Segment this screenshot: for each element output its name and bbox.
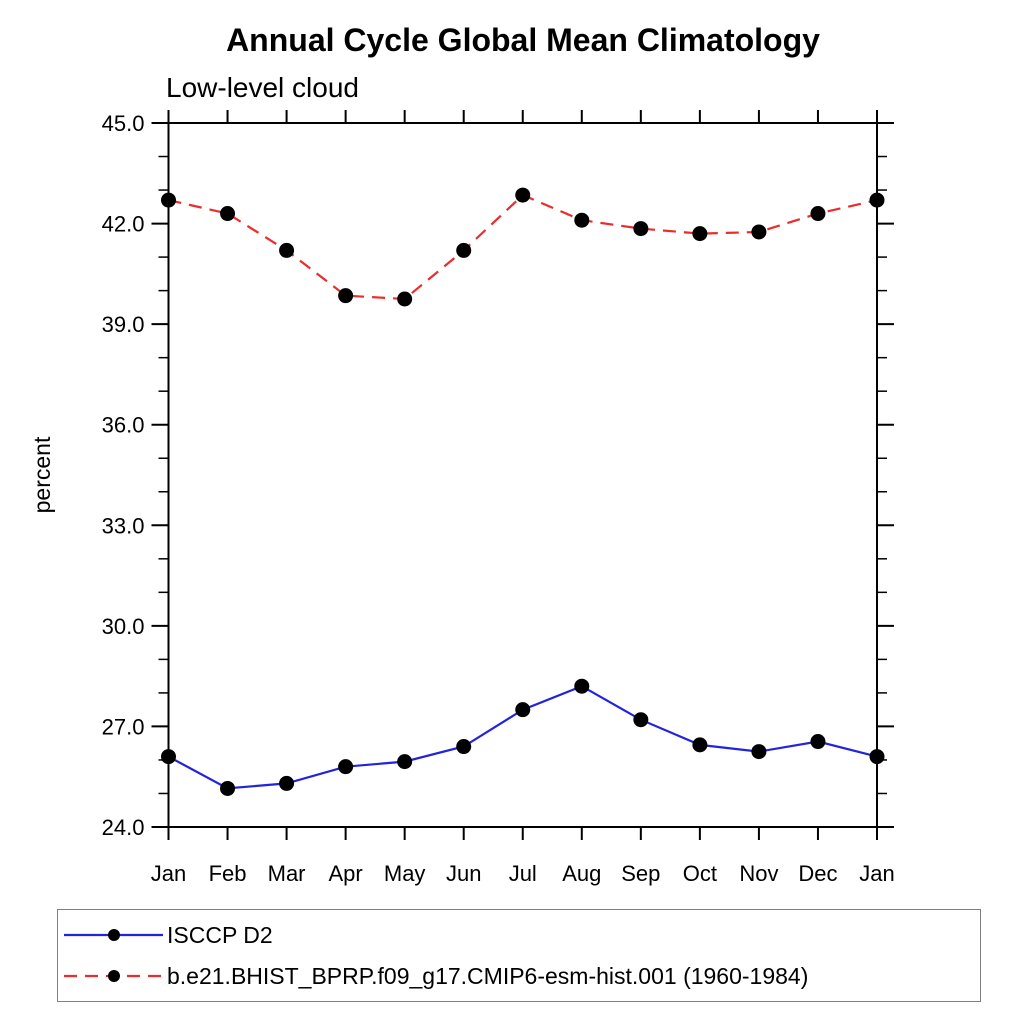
x-axis-ticks bbox=[167, 110, 878, 840]
chart-subtitle: Low-level cloud bbox=[166, 72, 359, 103]
y-axis-title: percent bbox=[29, 436, 55, 513]
x-tick-label: Dec bbox=[798, 861, 837, 886]
y-tick-label: 39.0 bbox=[102, 312, 145, 337]
y-tick-label: 45.0 bbox=[102, 111, 145, 136]
series-markers-0 bbox=[161, 678, 885, 796]
y-axis-ticks bbox=[151, 122, 894, 828]
data-point-marker bbox=[397, 291, 413, 307]
data-point-marker bbox=[515, 187, 531, 203]
x-tick-label: Sep bbox=[621, 861, 660, 886]
data-point-marker bbox=[279, 242, 295, 258]
x-tick-label: Jul bbox=[509, 861, 537, 886]
data-point-marker bbox=[869, 192, 885, 208]
data-point-marker bbox=[220, 780, 236, 796]
y-tick-label: 33.0 bbox=[102, 513, 145, 538]
y-tick-label: 30.0 bbox=[102, 614, 145, 639]
x-tick-label: Nov bbox=[739, 861, 778, 886]
legend-item-model-run: b.e21.BHIST_BPRP.f09_g17.CMIP6-esm-hist.… bbox=[58, 963, 808, 989]
data-point-marker bbox=[692, 737, 708, 753]
legend-label-model-run: b.e21.BHIST_BPRP.f09_g17.CMIP6-esm-hist.… bbox=[167, 962, 809, 989]
x-tick-label: Aug bbox=[562, 861, 601, 886]
x-tick-label: May bbox=[384, 861, 426, 886]
x-tick-label: Jan bbox=[151, 861, 186, 886]
data-point-marker bbox=[751, 224, 767, 240]
data-point-marker bbox=[810, 206, 826, 222]
data-point-marker bbox=[692, 226, 708, 242]
legend-label-isccp-d2: ISCCP D2 bbox=[167, 921, 273, 948]
data-point-marker bbox=[751, 744, 767, 760]
y-tick-label: 36.0 bbox=[102, 413, 145, 438]
data-point-marker bbox=[456, 739, 472, 755]
x-tick-label: Mar bbox=[268, 861, 306, 886]
data-point-marker bbox=[220, 206, 236, 222]
legend-line-sample-dashed-icon bbox=[64, 970, 163, 982]
y-tick-label: 27.0 bbox=[102, 714, 145, 739]
x-tick-label: Apr bbox=[329, 861, 363, 886]
data-point-marker bbox=[515, 702, 531, 718]
data-point-marker bbox=[633, 712, 649, 728]
x-tick-label: Feb bbox=[209, 861, 247, 886]
data-point-marker bbox=[456, 242, 472, 258]
data-point-marker bbox=[338, 759, 354, 775]
data-point-marker bbox=[279, 775, 295, 791]
y-tick-label: 42.0 bbox=[102, 212, 145, 237]
x-tick-label: Jan bbox=[859, 861, 894, 886]
x-tick-label: Oct bbox=[683, 861, 717, 886]
data-point-marker bbox=[397, 754, 413, 770]
data-point-marker bbox=[574, 678, 590, 694]
data-point-marker bbox=[869, 749, 885, 765]
x-tick-label: Jun bbox=[446, 861, 481, 886]
data-point-marker bbox=[574, 212, 590, 228]
legend-box: ISCCP D2 b.e21.BHIST_BPRP.f09_g17.CMIP6-… bbox=[57, 909, 981, 1002]
series-line-0 bbox=[167, 684, 878, 790]
data-point-marker bbox=[338, 288, 354, 304]
legend-item-isccp-d2: ISCCP D2 bbox=[58, 922, 273, 948]
series-markers-1 bbox=[161, 187, 885, 307]
chart-title: Annual Cycle Global Mean Climatology bbox=[226, 22, 820, 58]
series-line-1 bbox=[168, 193, 878, 301]
data-point-marker bbox=[161, 192, 176, 208]
data-point-marker bbox=[633, 221, 649, 237]
legend-line-sample-solid-icon bbox=[64, 929, 163, 941]
data-point-marker bbox=[810, 734, 826, 750]
data-point-marker bbox=[161, 749, 176, 765]
y-tick-label: 24.0 bbox=[102, 815, 145, 840]
